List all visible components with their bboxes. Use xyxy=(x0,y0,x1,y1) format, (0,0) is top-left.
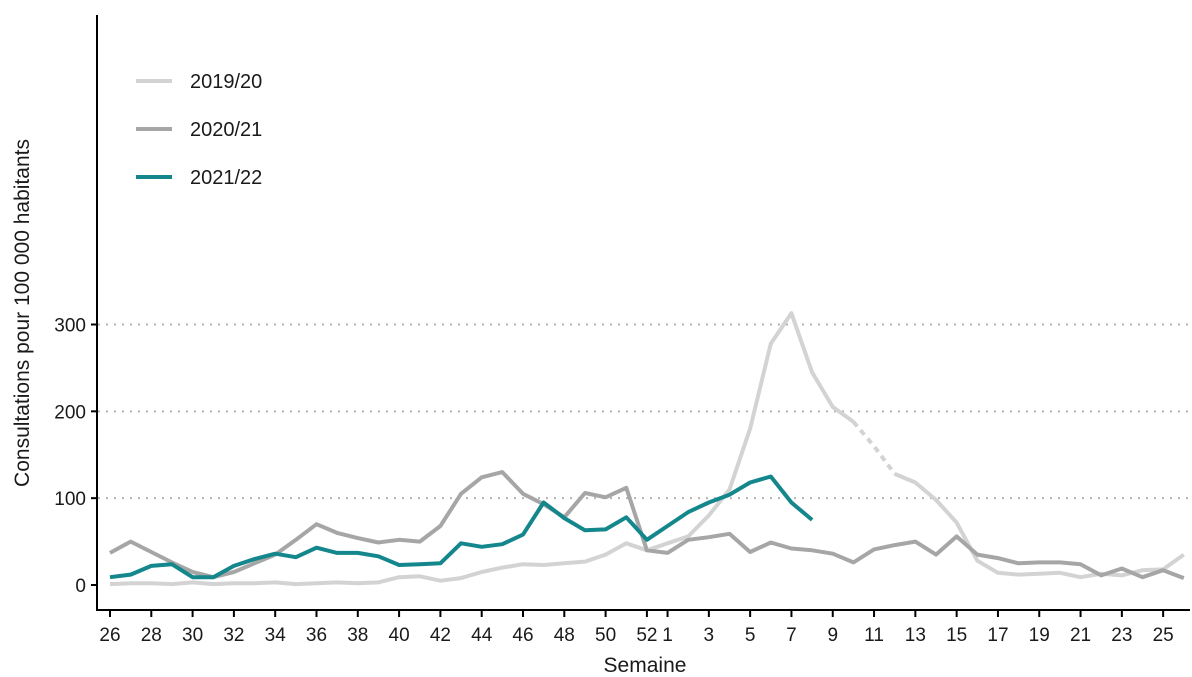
x-tick-label-17: 17 xyxy=(987,625,1008,646)
x-axis-title: Semaine xyxy=(604,654,687,677)
x-tick-label-15: 15 xyxy=(946,625,967,646)
x-tick-label-21: 21 xyxy=(1070,625,1091,646)
legend-label-2020-21: 2020/21 xyxy=(190,119,262,141)
x-tick-label-48: 48 xyxy=(554,625,575,646)
x-tick-label-19: 19 xyxy=(1029,625,1050,646)
gridlines xyxy=(98,323,1190,500)
y-axis-ticks: 0 100 200 300 xyxy=(54,316,97,597)
x-tick-label-9: 9 xyxy=(827,625,838,646)
x-tick-label-32: 32 xyxy=(223,625,244,646)
x-tick-label-7: 7 xyxy=(786,625,797,646)
x-tick-label-30: 30 xyxy=(182,625,203,646)
legend-label-2021-22: 2021/22 xyxy=(190,167,262,189)
x-tick-label-36: 36 xyxy=(306,625,327,646)
x-tick-label-46: 46 xyxy=(512,625,533,646)
x-tick-label-26: 26 xyxy=(99,625,120,646)
x-tick-label-38: 38 xyxy=(347,625,368,646)
x-tick-label-34: 34 xyxy=(265,625,287,646)
series-line-2019-20-dashed-part1 xyxy=(851,420,897,476)
y-tick-label-100: 100 xyxy=(54,489,86,510)
y-tick-label-200: 200 xyxy=(54,402,86,423)
series-lines xyxy=(109,311,1185,587)
x-axis-ticks: 26 28 30 32 34 36 38 40 42 44 46 48 50 52 1 3 5 7 9 11 13 15 1… xyxy=(99,611,1174,646)
series-line-2019-20-part2 xyxy=(893,472,1185,580)
series-line-2021-22 xyxy=(109,474,814,580)
axes xyxy=(96,15,1190,611)
x-tick-label-11: 11 xyxy=(864,625,884,646)
series-line-2020-21 xyxy=(109,470,1185,580)
x-tick-label-52: 52 xyxy=(636,625,657,646)
x-tick-label-5: 5 xyxy=(745,625,756,646)
x-tick-label-40: 40 xyxy=(389,625,410,646)
x-tick-label-13: 13 xyxy=(905,625,926,646)
x-tick-label-42: 42 xyxy=(430,625,451,646)
x-tick-label-23: 23 xyxy=(1111,625,1132,646)
y-tick-label-0: 0 xyxy=(75,576,86,597)
y-tick-label-300: 300 xyxy=(54,316,86,337)
legend: 2019/20 2020/21 2021/22 xyxy=(136,71,262,189)
legend-label-2019-20: 2019/20 xyxy=(190,71,262,93)
x-tick-label-44: 44 xyxy=(471,625,493,646)
x-tick-label-28: 28 xyxy=(141,625,162,646)
x-tick-label-3: 3 xyxy=(704,625,715,646)
x-tick-label-1: 1 xyxy=(662,625,673,646)
series-line-2019-20-part0 xyxy=(109,311,855,587)
x-tick-label-50: 50 xyxy=(595,625,616,646)
x-tick-label-25: 25 xyxy=(1153,625,1174,646)
y-axis-title: Consultations pour 100 000 habitants xyxy=(11,139,34,487)
